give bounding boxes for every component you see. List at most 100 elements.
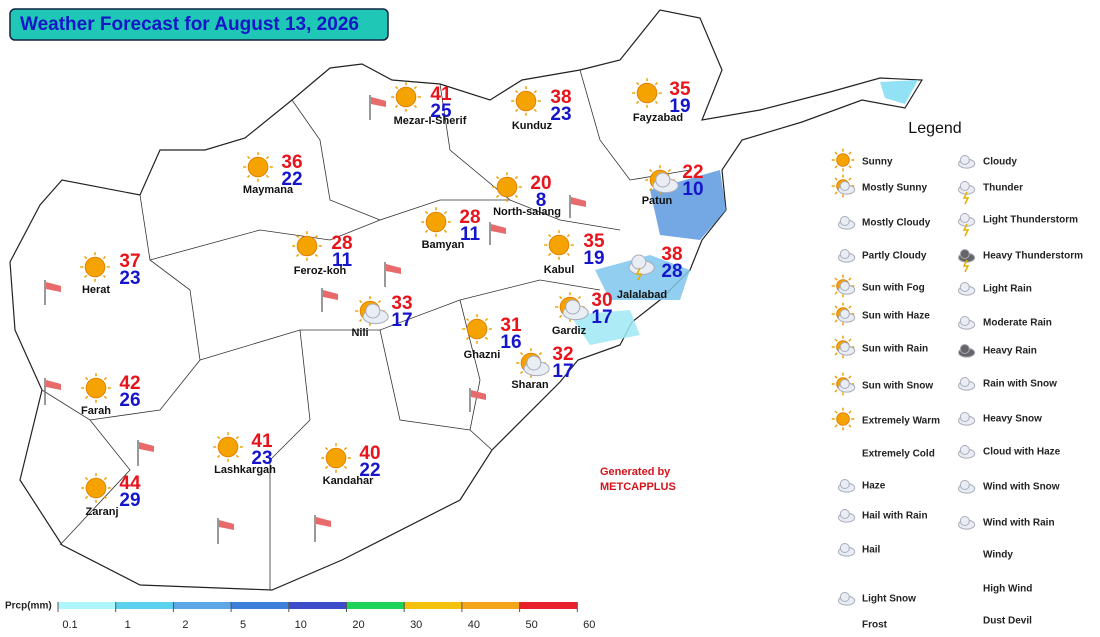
city-name: Nili — [351, 327, 368, 339]
sun-ray — [103, 477, 107, 481]
legend-label: Sun with Rain — [862, 344, 928, 355]
sun-ray — [102, 256, 106, 260]
sun-ray — [443, 229, 447, 233]
sun-ray — [515, 108, 519, 112]
cloud — [839, 281, 850, 291]
city-max-temp: 41 — [251, 431, 273, 452]
sun-ray — [654, 100, 658, 104]
legend-label: Sun with Snow — [862, 381, 933, 392]
legend-label: Heavy Thunderstorm — [983, 251, 1083, 262]
city-name: Farah — [81, 405, 111, 417]
sun-ray — [834, 191, 838, 195]
sun-ray — [395, 86, 399, 90]
sun-ray — [848, 177, 852, 181]
cloud — [631, 254, 647, 270]
city-min-temp: 16 — [500, 332, 521, 353]
sun-ray — [848, 410, 852, 414]
sun-ray — [834, 165, 838, 169]
sun — [636, 82, 658, 104]
sun-ray — [247, 156, 251, 160]
legend-label: Extremely Cold — [862, 449, 935, 460]
city-name: North-salang — [493, 206, 561, 218]
sun-ray — [217, 436, 221, 440]
cloud — [365, 303, 381, 319]
cloud — [959, 213, 970, 223]
sun-ray — [834, 177, 838, 181]
sun — [395, 86, 417, 108]
cloud — [839, 181, 850, 191]
sun-ray — [484, 336, 488, 340]
sun-ray — [848, 424, 852, 428]
precip-tick-label: 40 — [468, 619, 480, 631]
cloud — [839, 509, 850, 519]
city-max-temp: 38 — [661, 244, 682, 265]
city-name: Bamyan — [422, 239, 465, 251]
cloud — [959, 412, 970, 422]
sun-ray — [496, 176, 500, 180]
legend-label: Mostly Cloudy — [862, 218, 931, 229]
precip-tick-label: 1 — [125, 619, 131, 631]
cloud — [655, 172, 671, 188]
credit-line: Generated by — [600, 466, 671, 478]
sun — [548, 234, 570, 256]
credit-line: METCAPPLUS — [600, 481, 676, 493]
sun — [466, 318, 488, 340]
city-min-temp: 26 — [119, 390, 140, 411]
city-name: Herat — [82, 284, 110, 296]
sun — [296, 235, 318, 257]
legend-label: Haze — [862, 481, 886, 492]
province-borders — [41, 69, 691, 590]
city-min-temp: 19 — [669, 96, 690, 117]
cloud — [526, 355, 542, 371]
city-min-temp: 17 — [391, 310, 412, 331]
legend-label: Wind with Rain — [983, 518, 1055, 529]
cloud — [959, 155, 970, 165]
city-name: Gardiz — [552, 325, 587, 337]
cloud — [959, 316, 970, 326]
sun — [247, 156, 269, 178]
precip-scale-segment — [115, 602, 174, 609]
precip-scale-segment — [173, 602, 232, 609]
sun — [836, 153, 850, 167]
sun-ray — [654, 82, 658, 86]
city-min-temp: 19 — [583, 248, 604, 269]
city-name: Kandahar — [323, 475, 374, 487]
sun-ray — [265, 156, 269, 160]
sun-ray — [559, 314, 563, 318]
sun-ray — [359, 318, 363, 322]
sun-ray — [577, 296, 581, 300]
city-name: Jalalabad — [617, 289, 667, 301]
precip-scale-segment — [346, 602, 405, 609]
sun — [85, 477, 107, 499]
legend-label: Light Snow — [862, 594, 916, 605]
city-min-temp: 29 — [119, 490, 140, 511]
sun-ray — [343, 465, 347, 469]
sun-ray — [314, 235, 318, 239]
precip-label: Prcp(mm) — [5, 601, 52, 612]
legend-label: Wind with Snow — [983, 482, 1060, 493]
precip-tick-label: 10 — [295, 619, 307, 631]
cloud — [959, 249, 970, 259]
precip-scale-segment — [231, 602, 289, 609]
title: Weather Forecast for August 13, 2026 — [20, 14, 359, 35]
legend-label: Hail — [862, 545, 881, 556]
sun-ray — [566, 234, 570, 238]
sun-ray — [834, 375, 838, 379]
sun-ray — [85, 395, 89, 399]
sun-ray — [559, 296, 563, 300]
city-min-temp: 23 — [550, 104, 571, 125]
sun-ray — [395, 104, 399, 108]
legend-label: Cloud with Haze — [983, 447, 1061, 458]
cloud — [839, 479, 850, 489]
sun-ray — [296, 235, 300, 239]
precip-tick-label: 2 — [182, 619, 188, 631]
city-min-temp: 25 — [430, 101, 452, 122]
sun-ray — [466, 318, 470, 322]
precip-scale-segment — [288, 602, 347, 609]
sun-ray — [848, 165, 852, 169]
city-min-temp: 17 — [552, 361, 573, 382]
sun-ray — [636, 82, 640, 86]
sun-ray — [834, 151, 838, 155]
country-outline — [9, 9, 924, 591]
